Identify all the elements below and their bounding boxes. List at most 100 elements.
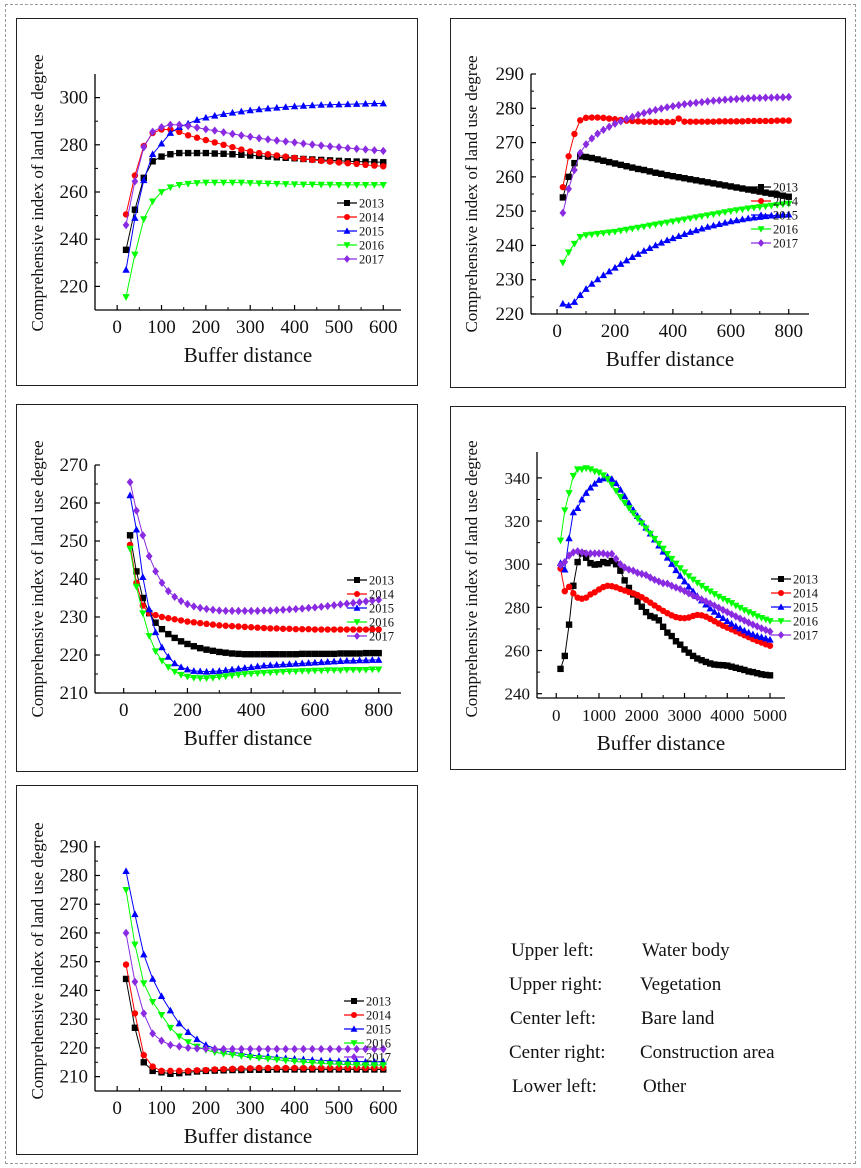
data-point <box>273 1064 281 1072</box>
x-tick-label: 600 <box>369 1098 398 1119</box>
data-point <box>326 158 334 165</box>
data-point <box>279 605 287 614</box>
data-point <box>766 635 774 643</box>
data-point <box>151 648 160 656</box>
data-point <box>177 596 185 606</box>
data-point <box>744 94 752 103</box>
data-point <box>255 1064 263 1072</box>
legend-label: 2017 <box>369 630 394 644</box>
data-point <box>704 118 711 125</box>
series-2014 <box>557 565 774 649</box>
data-point <box>158 153 165 160</box>
data-point <box>222 649 229 656</box>
data-point <box>305 603 312 613</box>
data-point <box>704 97 712 106</box>
data-point <box>599 549 607 558</box>
data-point <box>559 183 567 191</box>
data-point <box>586 466 595 474</box>
data-point <box>599 271 608 279</box>
series-2015 <box>559 210 793 309</box>
data-point <box>629 510 637 517</box>
data-point <box>362 649 370 657</box>
series-2015 <box>126 491 383 675</box>
data-point <box>646 530 654 538</box>
data-point <box>220 141 227 148</box>
data-point <box>565 551 573 560</box>
data-point <box>149 1029 157 1038</box>
data-point <box>768 117 775 125</box>
series-2017 <box>122 928 387 1054</box>
data-point <box>260 606 268 615</box>
data-point <box>184 1039 192 1046</box>
data-point <box>202 1041 210 1048</box>
x-tick-label: 400 <box>280 1098 309 1119</box>
data-point <box>184 599 191 609</box>
data-point <box>710 96 717 105</box>
data-point <box>640 166 648 174</box>
data-point <box>561 652 568 660</box>
data-point <box>196 675 204 683</box>
data-point <box>634 165 642 173</box>
data-point <box>335 182 343 189</box>
data-point <box>264 135 272 144</box>
data-point <box>190 602 198 611</box>
y-tick-label: 280 <box>60 865 89 886</box>
data-point <box>311 603 319 612</box>
data-point <box>785 193 792 200</box>
data-point <box>267 651 274 658</box>
y-tick-label: 240 <box>60 980 89 1001</box>
data-point <box>140 1009 148 1018</box>
data-point <box>353 160 360 168</box>
line-chart: 210 220 230 240 250 260 270 280 290 0 100 200 300 400… <box>28 822 401 1148</box>
data-point <box>140 176 148 184</box>
data-point <box>586 483 595 491</box>
y-tick-label: 210 <box>60 1067 89 1088</box>
y-tick-label: 250 <box>496 201 525 222</box>
data-point <box>777 631 785 639</box>
data-point <box>140 980 148 988</box>
data-point <box>698 97 706 107</box>
data-point <box>375 649 382 657</box>
data-point <box>715 220 723 228</box>
data-point <box>273 651 280 658</box>
data-point <box>273 1056 281 1064</box>
data-point <box>749 611 757 618</box>
x-tick-label: 0 <box>552 321 562 342</box>
data-point <box>744 117 752 125</box>
data-point <box>211 1066 218 1073</box>
data-point <box>229 1065 236 1073</box>
data-point <box>255 180 263 188</box>
data-point <box>241 623 249 631</box>
x-tick-label: 400 <box>659 321 688 342</box>
data-point <box>634 224 642 232</box>
data-point <box>304 659 313 666</box>
data-point <box>756 93 764 103</box>
data-point <box>612 479 620 487</box>
data-point <box>219 110 228 117</box>
data-point <box>368 596 376 605</box>
data-point <box>196 619 204 627</box>
data-point <box>202 113 210 121</box>
data-point <box>669 234 677 242</box>
data-point <box>721 182 729 189</box>
data-point <box>234 664 243 672</box>
data-point <box>343 666 351 674</box>
data-point <box>211 179 219 187</box>
x-tick-label: 600 <box>369 317 398 338</box>
data-point <box>723 607 731 617</box>
data-point <box>715 593 723 601</box>
data-point <box>273 669 281 676</box>
data-point <box>203 620 210 628</box>
data-point <box>211 126 219 135</box>
data-point <box>353 619 361 626</box>
data-point <box>298 668 306 675</box>
legend-label: 2015 <box>366 1023 391 1037</box>
data-point <box>336 667 345 675</box>
data-point <box>311 658 319 666</box>
data-point <box>241 664 249 671</box>
data-point <box>675 217 683 225</box>
data-point <box>131 910 139 918</box>
data-point <box>131 977 139 986</box>
y-axis-label: Comprehensive index of land use degree <box>28 440 47 717</box>
